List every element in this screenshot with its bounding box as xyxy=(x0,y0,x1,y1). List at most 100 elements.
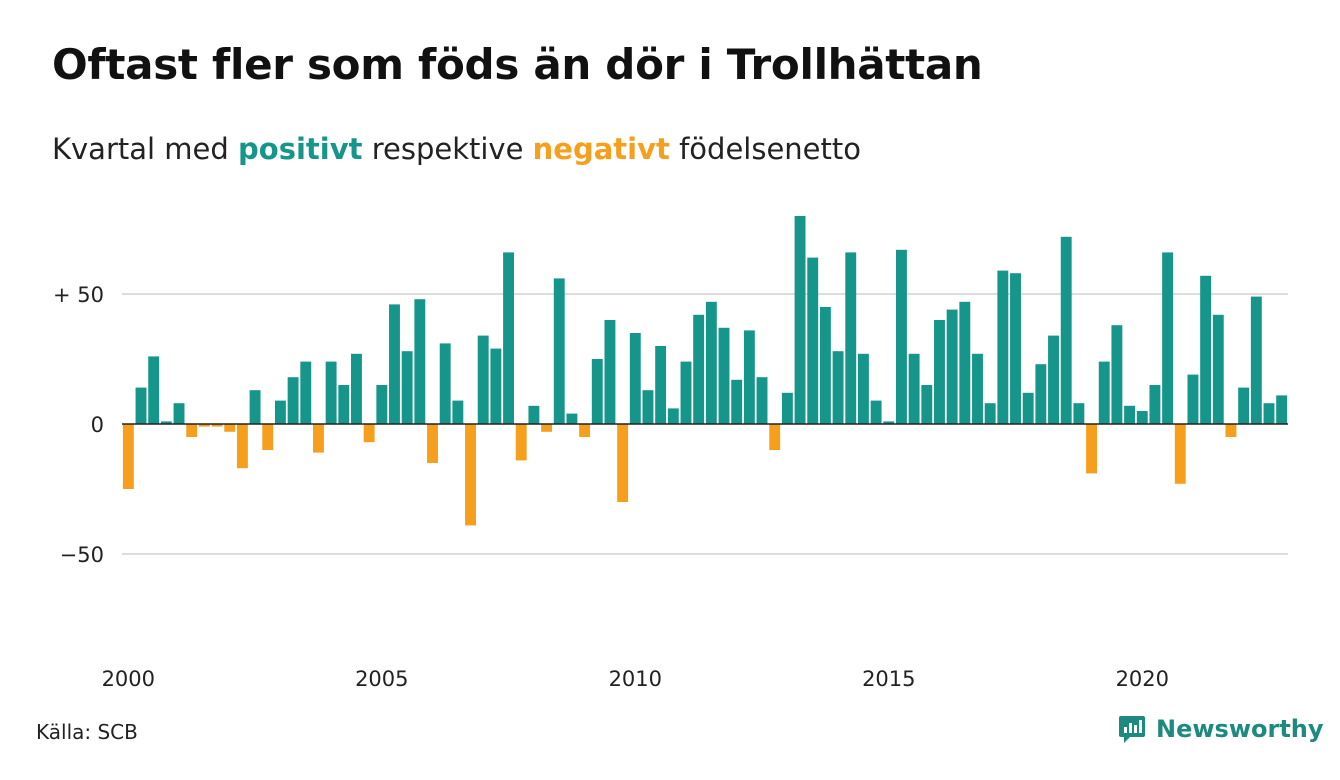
bar-2022K4 xyxy=(1276,395,1288,424)
bar-2003K4 xyxy=(313,424,324,453)
bar-2014K2 xyxy=(845,252,857,424)
bar-2019K4 xyxy=(1124,405,1136,424)
bar-2018K4 xyxy=(1073,403,1085,424)
bar-2004K2 xyxy=(338,385,350,424)
bar-2012K4 xyxy=(769,424,781,450)
bar-2004K4 xyxy=(363,424,375,443)
x-tick-label: 2000 xyxy=(102,667,155,691)
bar-2009K3 xyxy=(604,320,616,424)
chart-title: Oftast fler som föds än dör i Trollhätta… xyxy=(52,40,983,89)
bar-2012K1 xyxy=(731,379,743,424)
bar-2008K4 xyxy=(566,413,578,424)
bar-2013K1 xyxy=(781,392,793,424)
x-tick-label: 2010 xyxy=(609,667,662,691)
bar-2021K2 xyxy=(1200,275,1212,424)
bar-2014K3 xyxy=(857,353,869,424)
bar-2002K1 xyxy=(224,424,236,432)
bar-2021K3 xyxy=(1212,314,1224,424)
bar-2006K4 xyxy=(465,424,476,526)
bar-2009K2 xyxy=(591,359,603,424)
bar-2003K1 xyxy=(274,400,286,424)
y-tick-label: 0 xyxy=(91,413,104,437)
bar-2022K3 xyxy=(1263,403,1275,424)
bar-2004K3 xyxy=(351,353,362,424)
bar-2008K3 xyxy=(553,278,565,424)
bar-2014K4 xyxy=(870,400,882,424)
bar-2006K1 xyxy=(427,424,438,463)
gridlines xyxy=(122,293,1288,555)
subtitle-suffix: födelsenetto xyxy=(679,132,861,166)
bar-2010K1 xyxy=(629,333,641,424)
bar-2009K4 xyxy=(617,424,629,502)
bar-2005K3 xyxy=(401,351,413,424)
bar-2021K4 xyxy=(1225,424,1237,437)
bar-2020K2 xyxy=(1149,385,1161,424)
x-tick-label: 2015 xyxy=(862,667,915,691)
bar-2009K1 xyxy=(579,424,591,437)
bar-2004K1 xyxy=(325,361,337,424)
bar-2003K2 xyxy=(287,377,299,424)
subtitle-prefix: Kvartal med xyxy=(52,132,229,166)
bar-2001K2 xyxy=(186,424,198,437)
bar-2018K3 xyxy=(1060,236,1072,424)
bar-2001K3 xyxy=(198,424,210,427)
y-tick-label: −50 xyxy=(60,543,104,567)
bar-2000K4 xyxy=(160,421,172,424)
source-note: Källa: SCB xyxy=(36,720,138,744)
x-tick-label: 2005 xyxy=(355,667,408,691)
bar-2016K3 xyxy=(959,301,971,424)
bar-2008K1 xyxy=(528,405,540,424)
subtitle-middle: respektive xyxy=(371,132,524,166)
x-tick-label: 2020 xyxy=(1116,667,1169,691)
bar-2007K3 xyxy=(503,252,514,424)
bar-2005K1 xyxy=(376,385,388,424)
bar-2013K4 xyxy=(819,307,831,424)
bar-2015K2 xyxy=(896,249,907,424)
bar-2011K1 xyxy=(680,361,692,424)
bar-2010K4 xyxy=(667,408,679,424)
bar-2012K2 xyxy=(743,330,755,424)
bar-2006K2 xyxy=(439,343,451,424)
bar-2013K2 xyxy=(794,216,806,424)
bar-2017K3 xyxy=(1010,273,1021,424)
bar-2000K3 xyxy=(148,356,160,424)
bar-2020K3 xyxy=(1162,252,1174,424)
bar-2007K1 xyxy=(477,335,489,424)
bar-2000K2 xyxy=(135,387,147,424)
bar-2003K3 xyxy=(300,361,312,424)
bar-2022K1 xyxy=(1238,387,1250,424)
bar-2010K2 xyxy=(642,390,654,424)
bar-2005K2 xyxy=(389,304,400,424)
bar-2015K1 xyxy=(883,421,895,424)
bar-2015K4 xyxy=(921,385,933,424)
subtitle-negative-label: negativt xyxy=(532,132,670,166)
chart-subtitle: Kvartal med positivt respektive negativt… xyxy=(52,132,861,166)
bar-2005K4 xyxy=(414,299,426,424)
bar-2019K2 xyxy=(1098,361,1110,424)
bar-2019K3 xyxy=(1111,325,1123,424)
bar-2001K4 xyxy=(211,424,223,427)
brand-name: Newsworthy xyxy=(1156,715,1324,743)
x-axis-tick-labels: 2000 2005 2010 2015 2020 xyxy=(102,667,1169,691)
subtitle-positive-label: positivt xyxy=(238,132,363,166)
bar-chart: + 50 0 −50 2000 2005 2010 2015 2020 xyxy=(53,216,1288,691)
bar-2015K3 xyxy=(908,353,920,424)
bar-2019K1 xyxy=(1086,424,1097,474)
bar-2006K3 xyxy=(452,400,464,424)
bar-2010K3 xyxy=(655,346,667,424)
bar-2002K2 xyxy=(236,424,248,469)
bar-2018K2 xyxy=(1048,335,1059,424)
bar-2022K2 xyxy=(1250,296,1262,424)
bar-2020K4 xyxy=(1174,424,1186,484)
bar-2008K2 xyxy=(541,424,553,432)
bar-2011K4 xyxy=(718,327,730,424)
newsworthy-brand[interactable]: Newsworthy xyxy=(1118,714,1324,744)
bar-2002K4 xyxy=(262,424,274,450)
bar-2012K3 xyxy=(756,377,768,424)
bars xyxy=(122,216,1288,526)
bar-2011K2 xyxy=(693,314,705,424)
bar-2016K4 xyxy=(972,353,983,424)
newsworthy-logo-icon xyxy=(1119,716,1145,743)
bar-2017K1 xyxy=(984,403,996,424)
bar-2013K3 xyxy=(807,257,819,424)
